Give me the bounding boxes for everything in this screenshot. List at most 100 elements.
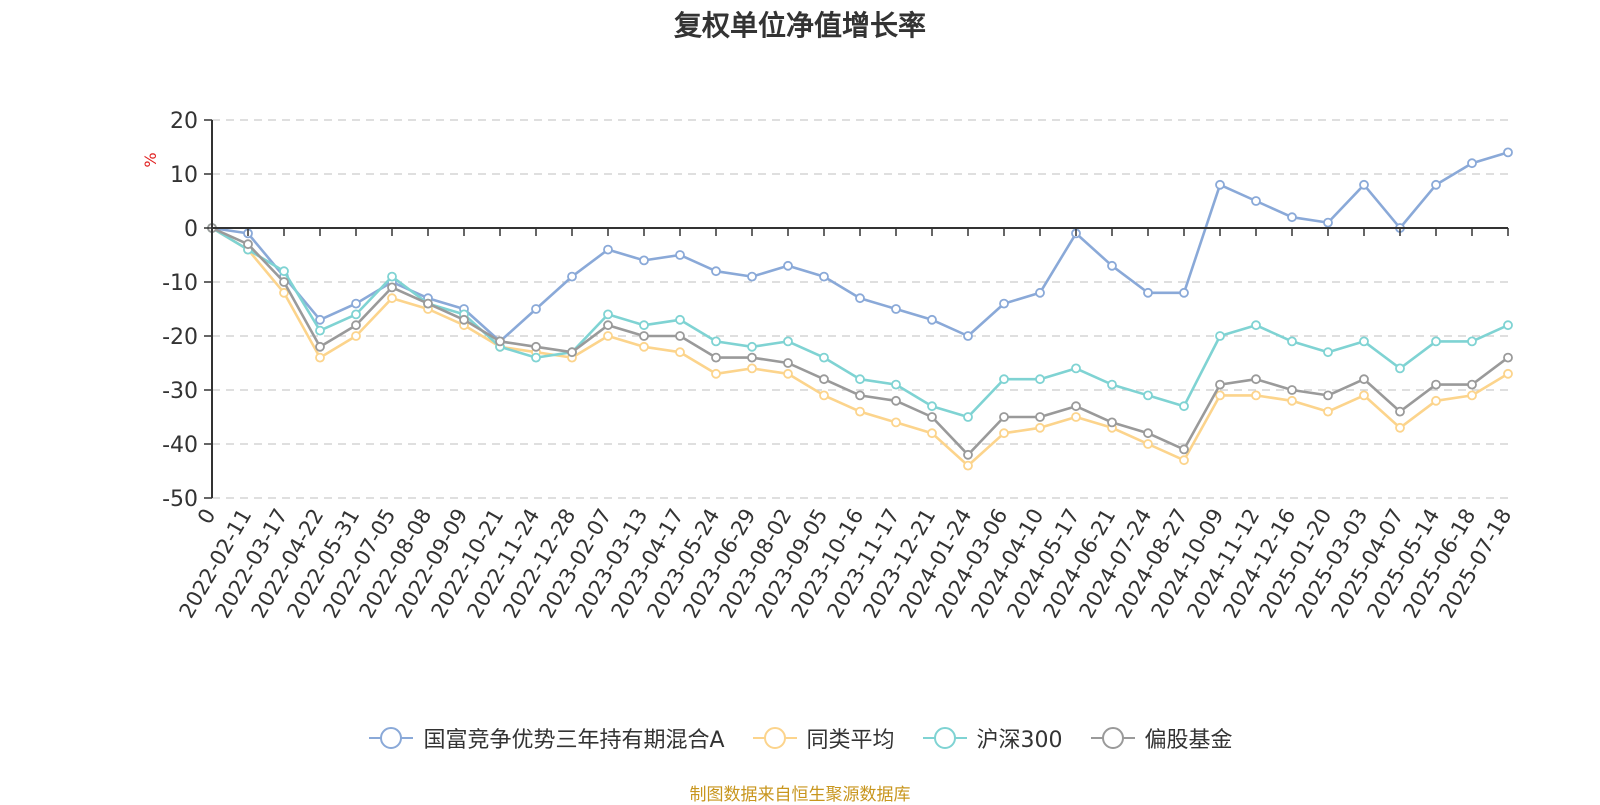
legend: 国富竞争优势三年持有期混合A 同类平均 沪深300 偏股基金 xyxy=(0,722,1600,754)
series-1 xyxy=(207,223,1513,471)
data-point xyxy=(819,352,829,363)
data-point xyxy=(1287,395,1297,406)
legend-marker-icon xyxy=(1090,727,1135,749)
y-tick-label: -20 xyxy=(162,325,198,350)
data-point xyxy=(1251,320,1261,331)
data-point xyxy=(711,368,721,379)
data-point xyxy=(711,266,721,277)
data-point xyxy=(387,282,397,293)
data-point xyxy=(639,331,649,341)
data-point xyxy=(1503,352,1513,363)
data-point xyxy=(999,428,1009,439)
data-point xyxy=(999,412,1009,422)
source-note: 制图数据来自恒生聚源数据库 xyxy=(689,785,911,805)
data-point xyxy=(1395,406,1405,417)
data-point xyxy=(1287,212,1297,223)
data-point xyxy=(315,325,325,336)
data-point xyxy=(1359,390,1369,401)
data-point xyxy=(1395,422,1405,433)
data-point xyxy=(567,347,577,358)
data-point xyxy=(1287,336,1297,347)
data-point xyxy=(1107,260,1117,271)
series-lines xyxy=(207,147,1513,471)
legend-item-csi300[interactable]: 沪深300 xyxy=(921,722,1063,754)
data-point xyxy=(1035,374,1045,385)
data-point xyxy=(783,260,793,271)
data-point xyxy=(1215,331,1225,341)
data-point xyxy=(279,266,289,277)
data-point xyxy=(531,341,541,352)
data-point xyxy=(243,239,253,250)
data-point xyxy=(1467,336,1477,347)
data-point xyxy=(1107,379,1117,390)
data-point xyxy=(675,314,685,325)
data-point xyxy=(1251,390,1261,401)
data-point xyxy=(1179,455,1189,466)
data-point xyxy=(315,341,325,352)
data-point xyxy=(1071,412,1081,422)
data-point xyxy=(531,304,541,314)
legend-marker-icon xyxy=(369,727,414,749)
data-point xyxy=(603,309,613,320)
data-point xyxy=(1143,390,1153,401)
data-point xyxy=(1467,158,1477,169)
legend-label-equity-fund: 偏股基金 xyxy=(1144,728,1233,753)
data-point xyxy=(1179,444,1189,455)
data-point xyxy=(999,374,1009,385)
legend-marker-icon xyxy=(922,727,967,749)
legend-label-fund: 国富竞争优势三年持有期混合A xyxy=(423,728,725,753)
data-point xyxy=(1143,439,1153,449)
data-point xyxy=(963,412,973,422)
legend-item-equity-fund[interactable]: 偏股基金 xyxy=(1089,722,1233,754)
data-point xyxy=(1035,412,1045,422)
series-3 xyxy=(207,223,1513,460)
data-point xyxy=(1431,395,1441,406)
data-point xyxy=(1503,368,1513,379)
data-point xyxy=(603,244,613,255)
legend-item-fund[interactable]: 国富竞争优势三年持有期混合A xyxy=(367,722,725,754)
y-tick-label: 20 xyxy=(170,109,198,134)
series-0 xyxy=(207,147,1513,347)
data-point xyxy=(1467,390,1477,401)
data-point xyxy=(891,379,901,390)
data-point xyxy=(1251,196,1261,206)
data-point xyxy=(819,271,829,282)
axes: 20100-10-20-30-40-5002022-02-112022-03-1… xyxy=(162,109,1516,622)
data-point xyxy=(891,304,901,314)
data-point xyxy=(495,336,505,347)
series-line xyxy=(210,226,1510,419)
y-tick-label: -10 xyxy=(162,271,198,296)
data-point xyxy=(351,331,361,341)
legend-label-peer-average: 同类平均 xyxy=(806,728,895,753)
data-point xyxy=(423,298,433,309)
y-tick-label: -40 xyxy=(162,433,198,458)
data-point xyxy=(891,417,901,428)
data-point xyxy=(927,401,937,412)
data-point xyxy=(1107,417,1117,428)
series-line xyxy=(210,226,1510,457)
data-point xyxy=(855,293,865,304)
data-point xyxy=(963,331,973,341)
data-point xyxy=(747,341,757,352)
data-point xyxy=(603,320,613,331)
data-point xyxy=(279,287,289,298)
data-point xyxy=(315,314,325,325)
data-point xyxy=(1215,390,1225,401)
legend-item-peer-average[interactable]: 同类平均 xyxy=(751,722,895,754)
data-point xyxy=(783,368,793,379)
legend-label-csi300: 沪深300 xyxy=(976,728,1063,753)
data-point xyxy=(1431,379,1441,390)
data-point xyxy=(1035,422,1045,433)
data-point xyxy=(891,395,901,406)
y-tick-label: -50 xyxy=(162,487,198,512)
data-point xyxy=(1503,320,1513,331)
data-point xyxy=(639,320,649,331)
data-point xyxy=(675,250,685,260)
y-axis-unit-label: % xyxy=(141,152,160,167)
data-point xyxy=(747,363,757,374)
data-point xyxy=(1395,363,1405,374)
data-point xyxy=(459,314,469,325)
data-point xyxy=(1323,390,1333,401)
data-point xyxy=(1323,217,1333,228)
